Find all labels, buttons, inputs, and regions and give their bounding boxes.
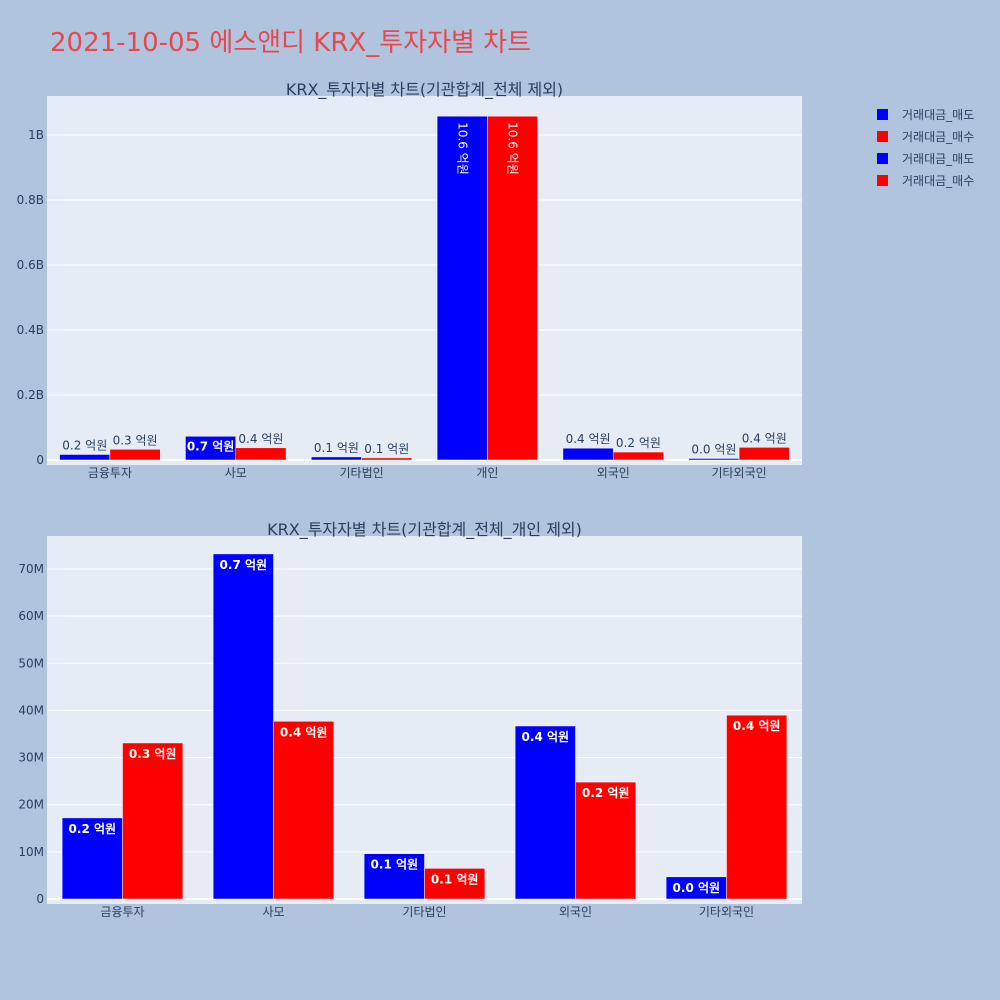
data-label: 0.2 억원 <box>69 822 117 836</box>
data-label: 0.7 억원 <box>187 439 235 453</box>
bar-buy <box>613 451 664 461</box>
bar-buy <box>575 781 637 900</box>
y-tick-label: 0 <box>36 453 44 467</box>
x-tick-label: 기타외국인 <box>699 905 754 919</box>
plot-area <box>47 96 802 465</box>
y-tick-label: 0.2B <box>17 388 44 402</box>
bar-buy <box>273 721 335 900</box>
data-label: 0.1 억원 <box>364 442 409 456</box>
page-title: 2021-10-05 에스앤디 KRX_투자자별 차트 <box>50 28 532 58</box>
legend-label: 거래대금_매수 <box>902 174 974 188</box>
legend-swatch <box>877 175 888 186</box>
bar-sell <box>436 115 488 461</box>
legend-swatch <box>877 109 888 120</box>
y-tick-label: 0 <box>36 892 44 906</box>
bar-sell <box>212 553 274 900</box>
y-tick-label: 60M <box>18 609 44 623</box>
y-tick-label: 0.6B <box>17 258 44 272</box>
y-tick-label: 0.4B <box>17 323 44 337</box>
data-label: 0.4 억원 <box>522 730 570 744</box>
data-label: 0.2 억원 <box>582 786 630 800</box>
x-tick-label: 사모 <box>262 905 284 919</box>
data-label: 0.4 억원 <box>566 432 611 446</box>
data-label: 0.4 억원 <box>733 719 781 733</box>
x-tick-label: 개인 <box>476 466 498 480</box>
data-label: 0.0 억원 <box>673 881 721 895</box>
x-tick-label: 사모 <box>225 466 247 480</box>
data-label: 0.0 억원 <box>691 442 736 456</box>
x-tick-label: 금융투자 <box>88 466 132 480</box>
bar-buy <box>726 714 788 900</box>
y-tick-label: 40M <box>18 703 44 717</box>
data-label: 0.4 억원 <box>238 432 283 446</box>
data-label: 0.2 억원 <box>616 436 661 450</box>
y-tick-label: 10M <box>18 845 44 859</box>
data-label: 0.1 억원 <box>371 858 419 872</box>
legend-swatch <box>877 153 888 164</box>
y-tick-label: 70M <box>18 562 44 576</box>
bar-sell <box>363 853 425 900</box>
bar-buy <box>361 457 413 461</box>
bar-sell <box>688 458 740 461</box>
bar-buy <box>122 742 184 900</box>
y-tick-label: 1B <box>28 128 44 142</box>
chart-2: 0 10M 20M 30M 40M 50M 60M 70M KRX_투자자별 차트(기관합계_전… <box>18 520 802 919</box>
bar-buy <box>738 447 790 461</box>
legend-label: 거래대금_매도 <box>902 108 974 122</box>
data-label: 10.6 억원 <box>455 122 469 175</box>
y-tick-label: 30M <box>18 751 44 765</box>
x-tick-label: 기타법인 <box>402 905 446 919</box>
x-tick-label: 외국인 <box>597 466 630 480</box>
data-label: 0.1 억원 <box>314 441 359 455</box>
bar-sell <box>61 817 123 900</box>
bar-sell <box>562 447 614 461</box>
chart-1: 0 0.2B 0.4B 0.6B 0.8B 1B KRX_투자자별 차트(기관합계_전체 제… <box>17 80 802 480</box>
bar-buy <box>109 449 161 461</box>
legend-label: 거래대금_매도 <box>902 152 974 166</box>
data-label: 0.4 억원 <box>280 725 328 739</box>
data-label: 0.4 억원 <box>742 431 787 445</box>
chart-title: KRX_투자자별 차트(기관합계_전체_개인 제외) <box>267 520 582 540</box>
x-tick-label: 기타법인 <box>339 466 383 480</box>
data-label: 0.3 억원 <box>129 747 177 761</box>
y-tick-label: 50M <box>18 656 44 670</box>
x-tick-label: 금융투자 <box>100 905 144 919</box>
x-tick-label: 외국인 <box>559 905 592 919</box>
bar-buy <box>235 447 287 461</box>
data-label: 0.1 억원 <box>431 872 479 886</box>
bar-buy <box>487 115 538 461</box>
data-label: 0.3 억원 <box>113 433 158 447</box>
bar-sell <box>514 725 576 900</box>
data-label: 0.7 억원 <box>220 558 268 572</box>
legend-swatch <box>877 131 888 142</box>
data-label: 10.6 억원 <box>506 122 520 175</box>
bar-sell <box>59 454 111 461</box>
bar-buy <box>424 868 486 900</box>
x-tick-label: 기타외국인 <box>711 466 766 480</box>
y-tick-label: 20M <box>18 798 44 812</box>
legend-label: 거래대금_매수 <box>902 130 974 144</box>
chart-title: KRX_투자자별 차트(기관합계_전체 제외) <box>286 80 563 100</box>
y-tick-label: 0.8B <box>17 193 44 207</box>
bar-sell <box>311 456 362 461</box>
data-label: 0.2 억원 <box>62 438 107 452</box>
